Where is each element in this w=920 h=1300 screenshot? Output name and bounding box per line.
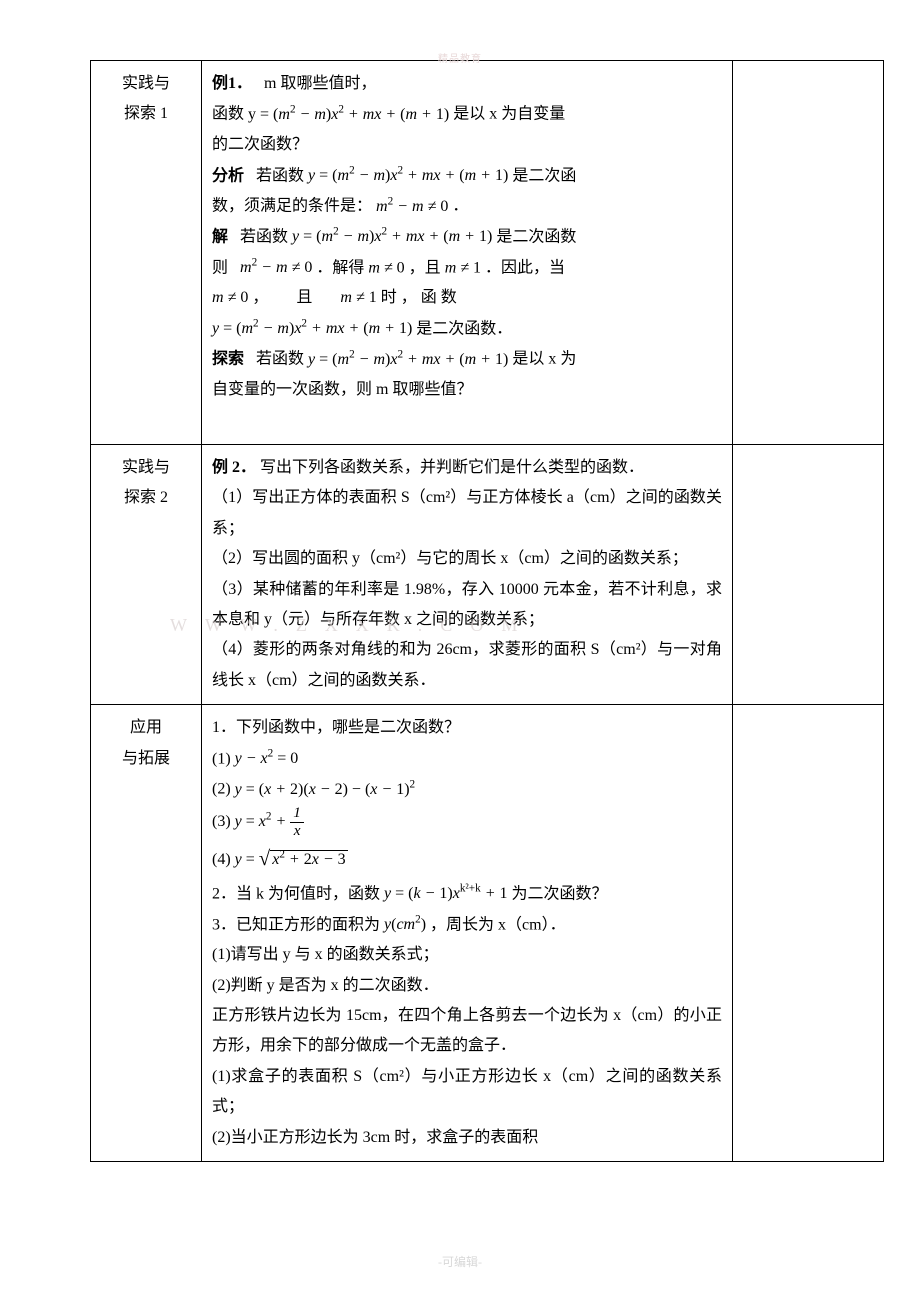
text: ， (252, 289, 292, 306)
solve-label: 解 (212, 228, 228, 245)
row-content: 1．下列函数中，哪些是二次函数？ (1) y − x2 = 0 (2) y = … (202, 705, 733, 1162)
row-notes (733, 61, 884, 445)
math-expr: y = (m2 − m)x2 + mx + (m + 1) (248, 106, 449, 123)
row-notes (733, 444, 884, 704)
math-expr: m ≠ 1 (340, 289, 376, 306)
row-label: 应用与拓展 (91, 705, 202, 1162)
footer-watermark: -可编辑- (0, 1253, 920, 1270)
text (316, 289, 336, 306)
math-expr: y = x2 + (235, 813, 291, 830)
content-table: 实践与探索 1 例1． m 取哪些值时， 函数 y = (m2 − m)x2 +… (90, 60, 884, 1162)
text: 且 (296, 289, 312, 306)
text: 数，须满足的条件是： (212, 198, 372, 215)
example-label: 例1． (212, 75, 252, 92)
text: (2)判断 y 是否为 x 的二次函数． (212, 977, 439, 994)
text: （3）某种储蓄的年利率是 1.98%，存入 10000 元本金，若不计利息，求本… (212, 581, 722, 628)
text: 时 ， 函 数 (381, 289, 457, 306)
text: (1) (212, 750, 235, 767)
text: 若函数 (256, 167, 308, 184)
text: ，周长为 x（cm）． (430, 916, 566, 933)
label-text: 实践与探索 1 (122, 75, 170, 122)
text: 是以 x 为自变量 (453, 106, 565, 123)
row-content: 例1． m 取哪些值时， 函数 y = (m2 − m)x2 + mx + (m… (202, 61, 733, 445)
text: (2) (212, 781, 235, 798)
table-row: 实践与探索 2 例 2． 写出下列各函数关系，并判断它们是什么类型的函数． （1… (91, 444, 884, 704)
math-expr: y = (235, 851, 259, 868)
text: 则 (212, 259, 228, 276)
text: 为二次函数？ (511, 885, 607, 902)
text: （1）写出正方体的表面积 S（cm²）与正方体棱长 a（cm）之间的函数关系； (212, 489, 722, 536)
text: 若函数 (256, 351, 308, 368)
example-label: 例 2． (212, 459, 256, 476)
math-expr: y = (x + 2)(x − 2) − (x − 1)2 (235, 781, 415, 798)
text: ，且 (409, 259, 441, 276)
text: (1)请写出 y 与 x 的函数关系式； (212, 946, 439, 963)
math-expr: m2 − m ≠ 0 (240, 259, 312, 276)
text: ．因此，当 (485, 259, 565, 276)
table-row: 实践与探索 1 例1． m 取哪些值时， 函数 y = (m2 − m)x2 +… (91, 61, 884, 445)
text: (4) (212, 851, 235, 868)
math-expr: m ≠ 0 (368, 259, 404, 276)
math-expr: m ≠ 0 (212, 289, 248, 306)
text: 2．当 k 为何值时，函数 (212, 885, 384, 902)
text: (2)当小正方形边长为 3cm 时，求盒子的表面积 (212, 1129, 538, 1146)
text: 正方形铁片边长为 15cm，在四个角上各剪去一个边长为 x（cm）的小正方形，用… (212, 1007, 722, 1054)
math-expr: y − x2 = 0 (235, 750, 299, 767)
math-expr: y(cm2) (384, 916, 426, 933)
label-text: 实践与探索 2 (122, 459, 170, 506)
text: 函数 (212, 106, 248, 123)
exponent: k²+k (460, 883, 481, 895)
row-content: 例 2． 写出下列各函数关系，并判断它们是什么类型的函数． （1）写出正方体的表… (202, 444, 733, 704)
text: m 取哪些值时， (264, 75, 376, 92)
text: ． (452, 198, 468, 215)
text: 3．已知正方形的面积为 (212, 916, 384, 933)
text: 若函数 (240, 228, 292, 245)
row-label: 实践与探索 2 (91, 444, 202, 704)
label-text: 应用与拓展 (122, 719, 170, 766)
text: (1)求盒子的表面积 S（cm²）与小正方形边长 x（cm）之间的函数关系式； (212, 1068, 722, 1115)
text: 自变量的一次函数，则 m 取哪些值？ (212, 381, 472, 398)
text: （2）写出圆的面积 y（cm²）与它的周长 x（cm）之间的函数关系； (212, 550, 688, 567)
math-expr: m2 − m ≠ 0 (376, 198, 448, 215)
math-expr: y = (m2 − m)x2 + mx + (m + 1) (212, 320, 412, 337)
sqrt-expr: √x2 + 2x − 3 (259, 851, 348, 868)
math-expr: y = (k − 1)xk²+k + 1 (384, 885, 507, 902)
analysis-label: 分析 (212, 167, 244, 184)
fraction: 1x (290, 805, 304, 839)
text: ．解得 (316, 259, 368, 276)
text: 是以 x 为 (512, 351, 576, 368)
text: 的二次函数？ (212, 136, 308, 153)
text: 写出下列各函数关系，并判断它们是什么类型的函数． (260, 459, 644, 476)
math-expr: m ≠ 1 (445, 259, 481, 276)
table-row: 应用与拓展 1．下列函数中，哪些是二次函数？ (1) y − x2 = 0 (2… (91, 705, 884, 1162)
row-label: 实践与探索 1 (91, 61, 202, 445)
math-expr: y = (m2 − m)x2 + mx + (m + 1) (292, 228, 492, 245)
document-page: 精品教育 WWW.ZXXK.COM 实践与探索 1 例1． m 取哪些值时， 函… (0, 0, 920, 1300)
text: (3) (212, 813, 235, 830)
explore-label: 探索 (212, 351, 244, 368)
text: 是二次函数 (496, 228, 576, 245)
math-expr: y = (m2 − m)x2 + mx + (m + 1) (308, 351, 508, 368)
text: 1．下列函数中，哪些是二次函数？ (212, 719, 460, 736)
header-watermark: 精品教育 (0, 50, 920, 65)
row-notes (733, 705, 884, 1162)
text: 是二次函 (512, 167, 576, 184)
text: 是二次函数． (416, 320, 512, 337)
text: （4）菱形的两条对角线的和为 26cm，求菱形的面积 S（cm²）与一对角线长 … (212, 641, 722, 688)
numerator: 1 (290, 805, 304, 823)
denominator: x (290, 823, 304, 840)
math-expr: y = (m2 − m)x2 + mx + (m + 1) (308, 167, 508, 184)
